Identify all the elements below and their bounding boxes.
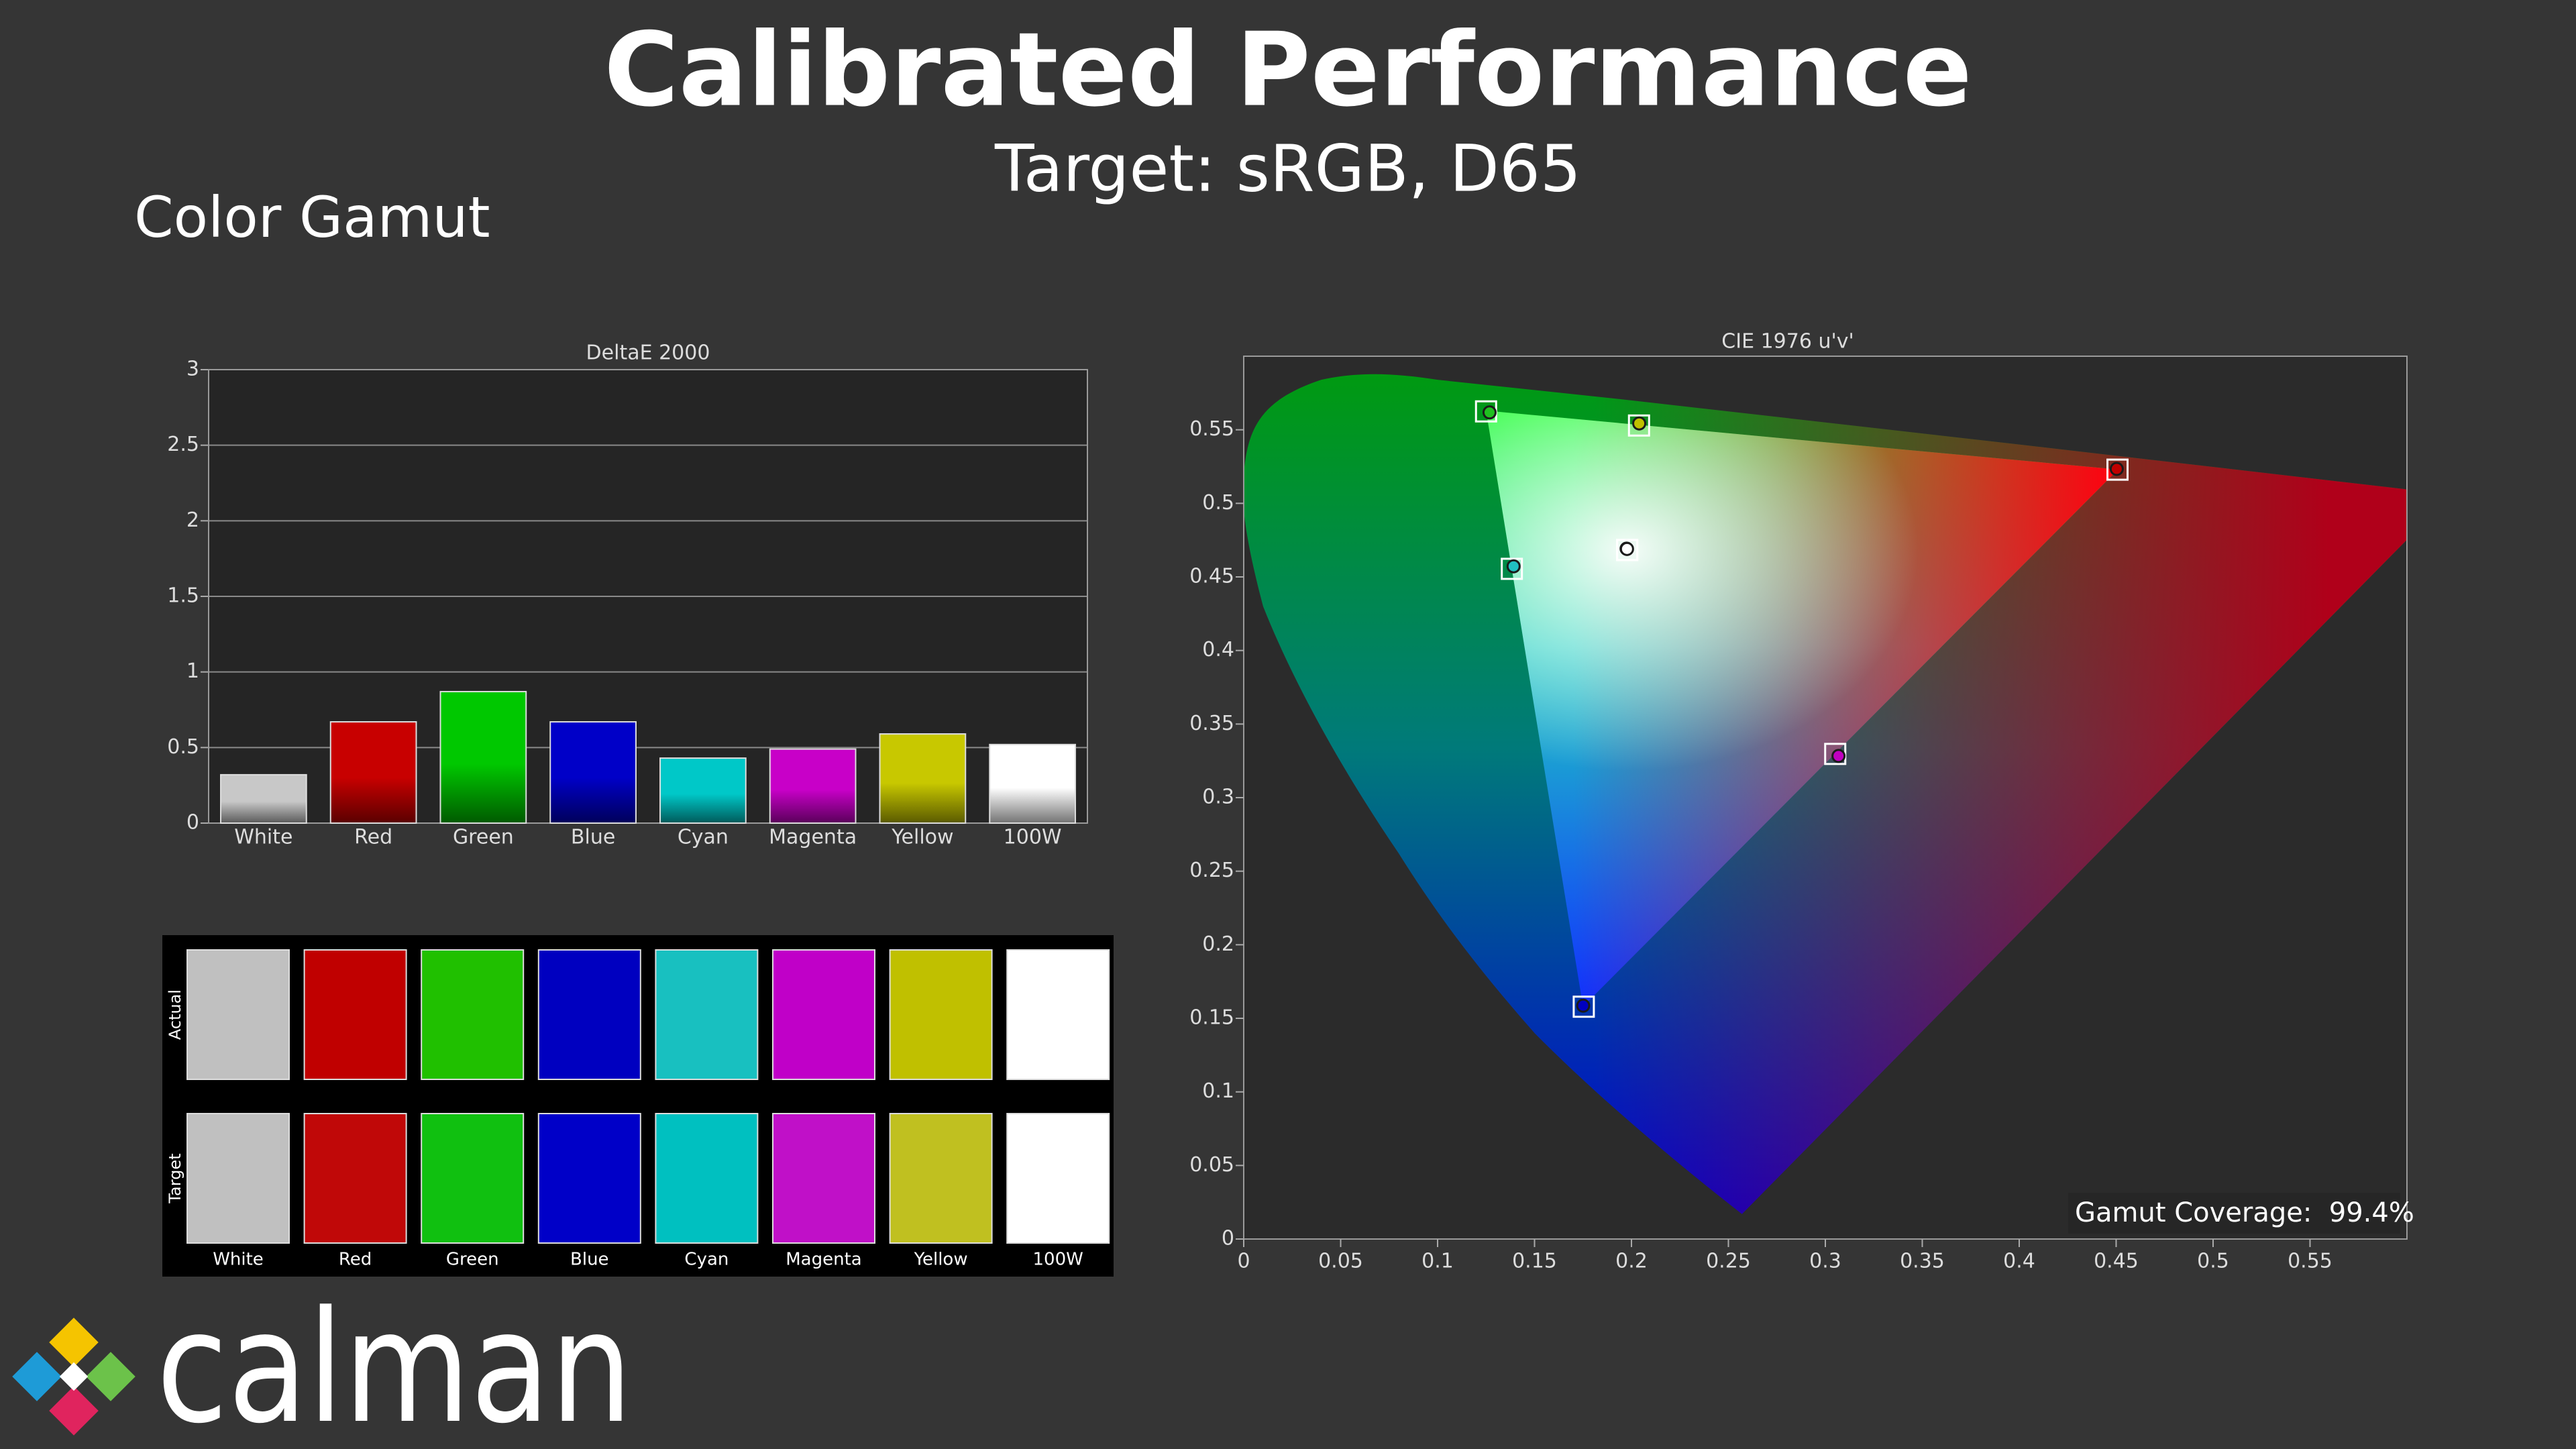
plot-border: [208, 369, 1088, 824]
annotation-box: [2068, 1193, 2400, 1234]
y-tick-label: 0.45: [1189, 565, 1234, 588]
y-tick-label: 0.1: [1202, 1079, 1234, 1103]
y-tick-label: 0.25: [1189, 859, 1234, 882]
color-swatch: [537, 1113, 641, 1244]
bar: [549, 721, 637, 824]
bar: [220, 773, 307, 824]
bar: [439, 690, 527, 824]
color-swatch: [421, 949, 525, 1080]
y-tick-label: 0: [1222, 1227, 1234, 1250]
page-title: Calibrated Performance: [604, 11, 1972, 129]
x-tick-label: 0.35: [1900, 1250, 1945, 1273]
measured-point: [1619, 541, 1634, 556]
y-tick-label: 3: [186, 358, 199, 381]
x-tick-label: 0.25: [1706, 1250, 1751, 1273]
bar: [329, 721, 417, 824]
measured-point: [1506, 559, 1521, 574]
target-point: [2106, 458, 2129, 481]
bar: [659, 757, 747, 824]
x-tick-label: 0.05: [1318, 1250, 1363, 1273]
swatch-label: Magenta: [786, 1250, 861, 1270]
target-point: [1501, 557, 1523, 580]
y-tick-label: 0.15: [1189, 1006, 1234, 1030]
swatch-label: 100W: [1033, 1250, 1083, 1270]
x-tick-label: Blue: [571, 826, 615, 849]
swatch-row-label: Target: [166, 1153, 184, 1203]
logo-mark: [12, 1318, 136, 1436]
x-tick-label: 0.4: [2003, 1250, 2035, 1273]
y-tick-label: 1.5: [167, 584, 199, 608]
color-swatch: [421, 1113, 525, 1244]
y-tick-label: 0.55: [1189, 417, 1234, 441]
y-tick-label: 0.35: [1189, 712, 1234, 735]
x-tick-label: 0.1: [1421, 1250, 1454, 1273]
color-swatch: [186, 949, 290, 1080]
color-swatch: [772, 1113, 875, 1244]
color-swatch: [303, 949, 407, 1080]
chromaticity-diagram: [1244, 374, 2407, 1214]
page-subtitle: Target: sRGB, D65: [994, 131, 1581, 206]
color-swatch: [655, 1113, 759, 1244]
swatch-label: Red: [339, 1250, 372, 1270]
x-tick-label: 0.3: [1809, 1250, 1841, 1273]
measured-point: [2109, 462, 2124, 476]
y-tick-label: 0.5: [167, 735, 199, 759]
x-tick-label: Green: [453, 826, 514, 849]
color-swatch: [303, 1113, 407, 1244]
color-swatch: [537, 949, 641, 1080]
swatch-label: Green: [446, 1250, 499, 1270]
swatch-label: White: [213, 1250, 264, 1270]
color-swatch: [186, 1113, 290, 1244]
x-tick-label: Magenta: [769, 826, 857, 849]
x-tick-label: 100W: [1004, 826, 1062, 849]
target-point: [1572, 996, 1595, 1018]
swatch-label: Blue: [570, 1250, 609, 1270]
target-point: [1627, 414, 1650, 437]
y-tick-label: 2: [186, 508, 199, 532]
logo-text: calman: [156, 1279, 633, 1449]
bar-chart-title: DeltaE 2000: [586, 341, 710, 365]
y-tick-label: 0.05: [1189, 1153, 1234, 1177]
y-tick-label: 0.4: [1202, 638, 1234, 661]
color-swatch: [1006, 949, 1110, 1080]
color-swatch: [772, 949, 875, 1080]
color-swatch: [889, 949, 993, 1080]
color-swatch: [889, 1113, 993, 1244]
measured-point: [1482, 405, 1497, 420]
color-swatch: [1006, 1113, 1110, 1244]
swatch-label: Yellow: [914, 1250, 968, 1270]
measured-point: [1632, 416, 1647, 431]
annotation: Gamut Coverage: 99.4%: [2075, 1197, 2414, 1228]
measured-point: [1576, 998, 1591, 1013]
y-tick-label: 0.2: [1202, 932, 1234, 956]
swatch-row-label: Actual: [166, 989, 184, 1040]
bar: [769, 748, 857, 824]
bar: [989, 743, 1076, 824]
swatch-label: Cyan: [684, 1250, 729, 1270]
bar: [879, 733, 967, 824]
y-tick-label: 2.5: [167, 433, 199, 456]
x-tick-label: Cyan: [678, 826, 729, 849]
x-tick-label: 0.5: [2197, 1250, 2229, 1273]
x-tick-label: 0.2: [1615, 1250, 1648, 1273]
y-tick-label: 0.3: [1202, 786, 1234, 809]
x-tick-label: White: [234, 826, 292, 849]
y-tick-label: 0.5: [1202, 491, 1234, 515]
x-tick-label: Red: [354, 826, 392, 849]
section-title: Color Gamut: [134, 184, 490, 250]
scatter-chart-title: CIE 1976 u'v': [1721, 330, 1854, 354]
target-point: [1824, 743, 1847, 765]
x-tick-label: 0.55: [2288, 1250, 2332, 1273]
target-point: [1616, 539, 1639, 561]
measured-point: [1831, 749, 1846, 763]
x-tick-label: 0: [1237, 1250, 1250, 1273]
y-tick-label: 1: [186, 659, 199, 683]
color-swatch: [655, 949, 759, 1080]
x-tick-label: 0.45: [2094, 1250, 2139, 1273]
y-tick-label: 0: [186, 811, 199, 835]
srgb-gamut-white: [1486, 411, 2118, 1007]
x-tick-label: Yellow: [891, 826, 953, 849]
x-tick-label: 0.15: [1512, 1250, 1557, 1273]
